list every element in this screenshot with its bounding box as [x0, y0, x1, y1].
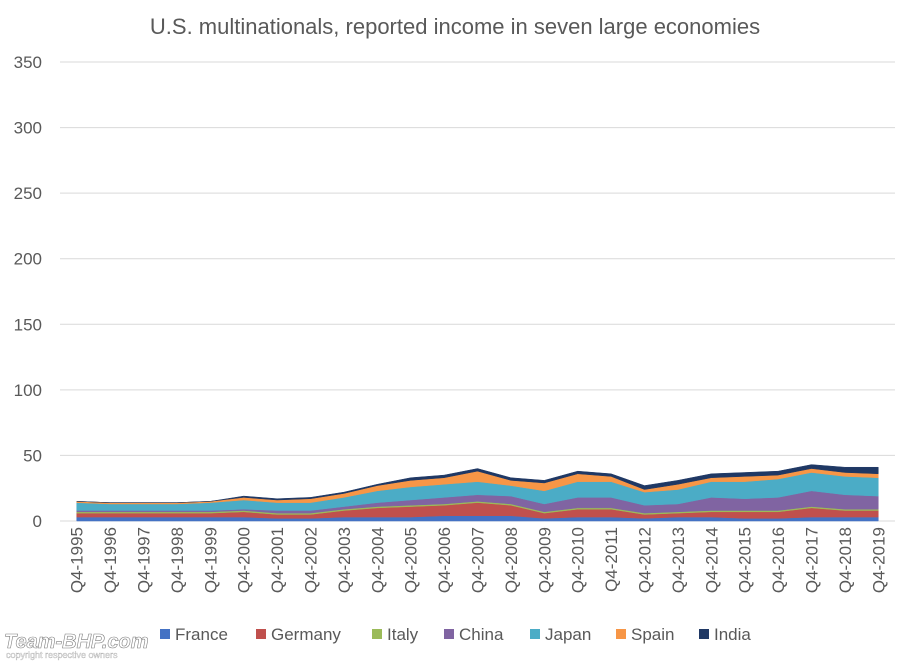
legend-swatch-italy — [372, 629, 382, 639]
legend-label-italy: Italy — [387, 625, 419, 644]
x-tick-label: Q4-1995 — [68, 527, 87, 593]
x-tick-label: Q4-2005 — [402, 527, 421, 593]
x-tick-label: Q4-2010 — [569, 527, 588, 593]
watermark: HOSTED ON : Team-BHP.com copyright respe… — [4, 622, 149, 660]
legend-label-germany: Germany — [271, 625, 341, 644]
y-tick-label: 300 — [14, 119, 42, 138]
legend: France Germany Italy China Japan Spain India — [160, 625, 751, 644]
y-tick-label: 350 — [14, 53, 42, 72]
legend-swatch-japan — [530, 629, 540, 639]
x-tick-label: Q4-2014 — [702, 527, 721, 593]
x-axis-ticks: Q4-1995 Q4-1996 Q4-1997 Q4-1998 Q4-1999 Q4-20… — [68, 527, 889, 593]
x-tick-label: Q4-2013 — [669, 527, 688, 593]
legend-label-india: India — [714, 625, 751, 644]
legend-label-china: China — [459, 625, 504, 644]
gridlines — [60, 61, 895, 522]
x-tick-label: Q4-2015 — [736, 527, 755, 593]
legend-swatch-china — [444, 629, 454, 639]
x-tick-label: Q4-2002 — [302, 527, 321, 593]
y-tick-label: 100 — [14, 381, 42, 400]
y-tick-label: 150 — [14, 315, 42, 334]
x-tick-label: Q4-2011 — [602, 527, 621, 592]
y-axis-ticks: 0 50 100 150 200 250 300 350 — [14, 53, 42, 531]
legend-swatch-india — [699, 629, 709, 639]
watermark-line3: copyright respective owners — [6, 650, 118, 660]
x-tick-label: Q4-2007 — [469, 527, 488, 593]
x-tick-label: Q4-1996 — [101, 527, 120, 593]
x-tick-label: Q4-1997 — [135, 527, 154, 593]
x-tick-label: Q4-2009 — [535, 527, 554, 593]
x-tick-label: Q4-2008 — [502, 527, 521, 593]
chart-title: U.S. multinationals, reported income in … — [150, 14, 760, 39]
x-tick-label: Q4-2017 — [803, 527, 822, 593]
y-tick-label: 50 — [23, 446, 42, 465]
y-tick-label: 0 — [33, 512, 42, 531]
legend-label-france: France — [175, 625, 228, 644]
y-tick-label: 250 — [14, 184, 42, 203]
x-tick-label: Q4-2018 — [836, 527, 855, 593]
legend-label-spain: Spain — [631, 625, 674, 644]
x-tick-label: Q4-1999 — [201, 527, 220, 593]
series-areas — [76, 464, 879, 522]
x-tick-label: Q4-2006 — [435, 527, 454, 593]
x-tick-label: Q4-2001 — [268, 527, 287, 593]
x-tick-label: Q4-2000 — [235, 527, 254, 593]
x-tick-label: Q4-2016 — [769, 527, 788, 593]
x-tick-label: Q4-2012 — [636, 527, 655, 593]
legend-label-japan: Japan — [545, 625, 591, 644]
x-tick-label: Q4-2019 — [869, 527, 888, 593]
watermark-line1: HOSTED ON : — [6, 622, 65, 632]
x-tick-label: Q4-2003 — [335, 527, 354, 593]
legend-swatch-spain — [616, 629, 626, 639]
legend-swatch-germany — [256, 629, 266, 639]
x-tick-label: Q4-1998 — [168, 527, 187, 593]
y-tick-label: 200 — [14, 250, 42, 269]
series-area-india — [76, 464, 879, 503]
legend-swatch-france — [160, 629, 170, 639]
x-tick-label: Q4-2004 — [368, 527, 387, 593]
watermark-logo: Team-BHP.com — [4, 631, 149, 653]
